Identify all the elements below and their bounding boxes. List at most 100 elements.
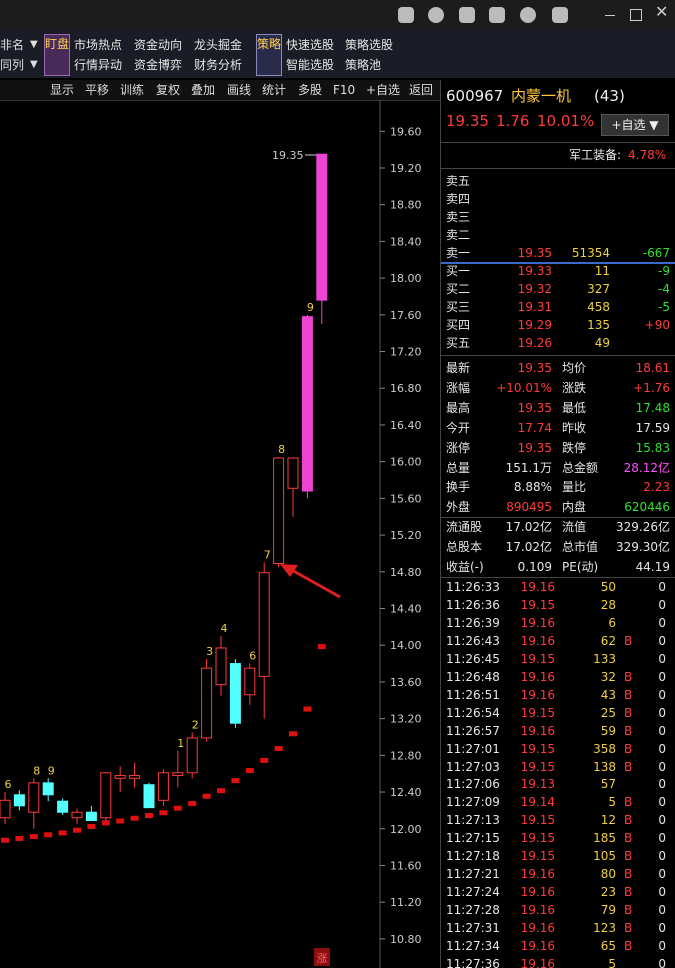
- support-mark: [101, 820, 110, 826]
- order-volume: 135: [587, 318, 610, 332]
- toolbar-button[interactable]: 多股: [298, 83, 323, 97]
- order-price: 19.33: [517, 264, 552, 278]
- tick-count: 0: [658, 723, 666, 738]
- watchlist-button[interactable]: +自选 ▼: [601, 114, 669, 136]
- y-tick-label: 19.20: [390, 162, 422, 175]
- tick-flag: B: [624, 687, 633, 702]
- sector-name: 军工装备:: [569, 148, 622, 162]
- support-mark: [245, 768, 254, 774]
- tick-time: 11:27:01: [446, 741, 500, 756]
- tick-time: 11:27:18: [446, 849, 500, 864]
- y-tick-label: 13.20: [390, 713, 422, 726]
- toolbar-button[interactable]: 画线: [227, 83, 252, 97]
- stat-label: 流值: [562, 520, 587, 535]
- menu-item[interactable]: 快速选股: [286, 38, 335, 52]
- tick-count: 0: [658, 956, 666, 968]
- icon-button[interactable]: [520, 7, 536, 23]
- candle-body: [100, 772, 112, 819]
- candle-body: [301, 316, 313, 492]
- candle-label: 9: [48, 764, 55, 777]
- minimize-button[interactable]: [605, 15, 615, 16]
- divider: [441, 355, 675, 356]
- menu-item[interactable]: 策略池: [345, 58, 382, 72]
- y-tick-label: 18.80: [390, 199, 422, 212]
- y-tick-label: 15.20: [390, 529, 422, 542]
- tick-flag: B: [624, 885, 633, 900]
- candle-label: 4: [221, 622, 228, 635]
- strategy-button[interactable]: 策略: [256, 34, 282, 76]
- menu-item[interactable]: 市场热点: [74, 38, 123, 52]
- toolbar-button[interactable]: 返回: [409, 83, 434, 97]
- icon-button[interactable]: [398, 7, 414, 23]
- dropdown-arrow: ▼: [30, 59, 38, 70]
- stat-label: 最新: [446, 361, 471, 375]
- stock-count: (43): [594, 87, 625, 105]
- toolbar-button[interactable]: 复权: [156, 83, 181, 97]
- tick-flag: B: [624, 741, 633, 756]
- tick-flag: B: [624, 723, 633, 738]
- toolbar-button[interactable]: 平移: [85, 83, 110, 97]
- stat-value: 17.02亿: [505, 520, 552, 535]
- tick-count: 0: [658, 849, 666, 864]
- menu-item[interactable]: 龙头掘金: [194, 38, 243, 52]
- tick-count: 0: [658, 705, 666, 720]
- stat-value: 18.61: [635, 361, 670, 375]
- order-price: 19.35: [517, 246, 552, 260]
- icon-button[interactable]: [428, 7, 444, 23]
- tick-time: 11:27:34: [446, 939, 500, 953]
- support-mark: [44, 832, 53, 838]
- stat-value: 19.35: [517, 440, 552, 455]
- menu-item[interactable]: 资金动向: [134, 38, 183, 52]
- toolbar-button[interactable]: +自选: [366, 83, 401, 97]
- toolbar-button[interactable]: 显示: [50, 83, 75, 97]
- tick-price: 19.15: [520, 831, 555, 846]
- menu-dropdown[interactable]: 同列: [0, 58, 25, 72]
- change: 1.76: [496, 112, 530, 130]
- toolbar-button[interactable]: 统计: [262, 83, 287, 97]
- icon-button[interactable]: [489, 7, 505, 23]
- order-label: 卖二: [446, 228, 471, 242]
- tick-flag: B: [624, 633, 633, 648]
- tick-time: 11:26:36: [446, 597, 500, 612]
- menu-item[interactable]: 行情异动: [74, 58, 123, 72]
- tick-time: 11:26:57: [446, 723, 500, 738]
- support-mark: [130, 815, 139, 821]
- stock-code: 600967: [446, 87, 504, 105]
- tick-count: 0: [658, 813, 666, 828]
- order-label: 买二: [446, 282, 471, 296]
- tick-volume: 50: [600, 580, 616, 594]
- toolbar-button[interactable]: 训练: [120, 83, 145, 97]
- tick-time: 11:27:36: [446, 956, 500, 968]
- icon-button[interactable]: [552, 7, 568, 23]
- menu-item[interactable]: 策略选股: [345, 38, 394, 52]
- menu-item[interactable]: 资金博弈: [134, 58, 183, 72]
- tick-volume: 57: [600, 777, 616, 792]
- stat-label: 均价: [562, 361, 587, 375]
- order-label: 卖五: [446, 174, 471, 188]
- close-button[interactable]: ✕: [655, 2, 669, 21]
- candle-label: 1: [177, 737, 184, 750]
- menu-dropdown[interactable]: 非名: [0, 38, 25, 52]
- menu-item[interactable]: 财务分析: [194, 58, 243, 72]
- toolbar-button[interactable]: 叠加: [191, 83, 216, 97]
- tick-time: 11:27:15: [446, 831, 500, 846]
- support-mark: [231, 778, 240, 784]
- tick-count: 0: [658, 669, 666, 684]
- peak-label: 19.35: [272, 149, 304, 162]
- stock-name: 内蒙一机: [511, 87, 572, 105]
- tick-volume: 32: [600, 669, 616, 684]
- stat-value: +10.01%: [496, 380, 552, 395]
- pin-button[interactable]: 盯盘: [44, 34, 70, 76]
- tick-count: 0: [658, 687, 666, 702]
- toolbar-button[interactable]: F10: [333, 83, 356, 97]
- icon-button[interactable]: [459, 7, 475, 23]
- y-tick-label: 16.80: [390, 382, 422, 395]
- limit-tag: 涨: [317, 952, 328, 965]
- tick-count: 0: [658, 867, 666, 882]
- y-tick-label: 15.60: [390, 492, 422, 505]
- menu-item[interactable]: 智能选股: [286, 58, 335, 72]
- candle-label: 6: [5, 778, 12, 791]
- divider: [440, 80, 441, 968]
- maximize-button[interactable]: [630, 9, 642, 21]
